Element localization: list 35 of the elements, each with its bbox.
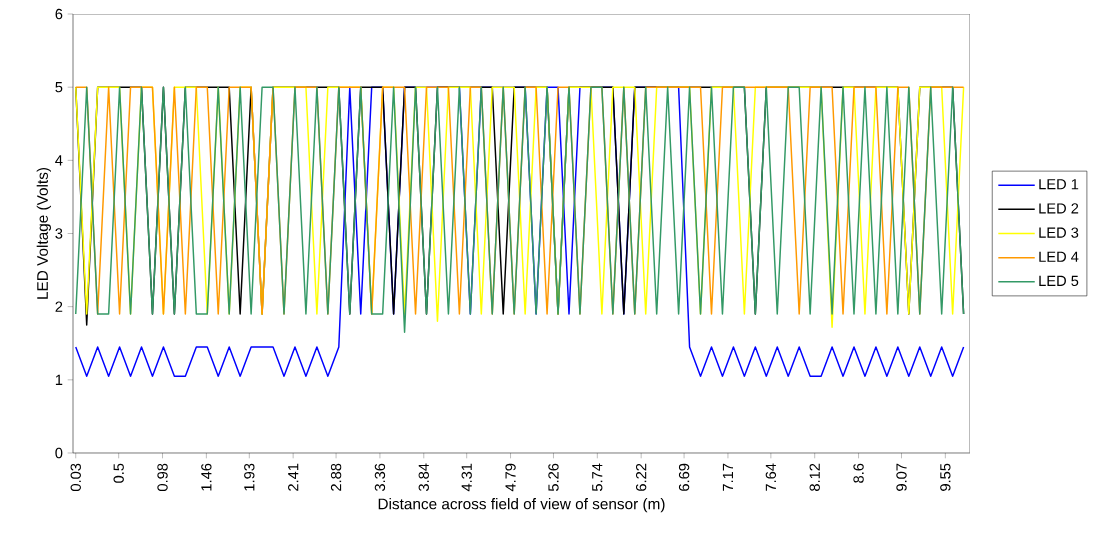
x-tick-label: 2.41 xyxy=(288,463,299,491)
x-tick-label: 1.46 xyxy=(201,463,212,491)
x-tick-label: 3.36 xyxy=(374,463,386,492)
x-tick-label: 2.88 xyxy=(330,463,342,491)
x-tick-label: 3.84 xyxy=(418,463,429,492)
x-tick-label: 0.98 xyxy=(157,463,168,492)
y-tick-label: 2 xyxy=(55,301,63,312)
x-tick-label: 0.5 xyxy=(113,463,124,483)
x-tick-label: 9.07 xyxy=(896,463,907,491)
x-tick-label: 6.69 xyxy=(678,463,690,491)
legend-label: LED 1 xyxy=(1039,179,1079,190)
x-tick-label: 0.03 xyxy=(70,463,81,492)
x-tick-label: 6.22 xyxy=(635,463,647,491)
x-tick-label: 4.79 xyxy=(505,463,516,492)
legend-label: LED 2 xyxy=(1039,203,1079,214)
x-tick-label: 7.64 xyxy=(765,463,777,491)
x-tick-label: 5.74 xyxy=(592,463,603,491)
x-tick-label: 9.55 xyxy=(940,463,951,491)
x-tick-label: 1.93 xyxy=(244,463,255,491)
x-tick-label: 4.31 xyxy=(461,463,472,492)
legend-label: LED 4 xyxy=(1039,251,1079,262)
x-tick-label: 5.26 xyxy=(548,463,559,491)
y-tick-label: 6 xyxy=(55,8,63,20)
y-axis-title: LED Voltage (Volts) xyxy=(36,167,51,299)
y-tick-label: 3 xyxy=(55,228,63,239)
legend-label: LED 5 xyxy=(1039,275,1079,287)
y-tick-label: 4 xyxy=(55,155,63,166)
legend-label: LED 3 xyxy=(1039,227,1079,238)
y-tick-label: 0 xyxy=(55,447,63,459)
x-tick-label: 7.17 xyxy=(722,463,733,491)
x-tick-label: 8.6 xyxy=(853,463,864,483)
y-tick-label: 1 xyxy=(55,374,63,385)
x-tick-label: 8.12 xyxy=(809,463,820,491)
x-axis-title: Distance across field of view of sensor (m) xyxy=(378,498,665,513)
y-tick-label: 5 xyxy=(55,82,63,93)
